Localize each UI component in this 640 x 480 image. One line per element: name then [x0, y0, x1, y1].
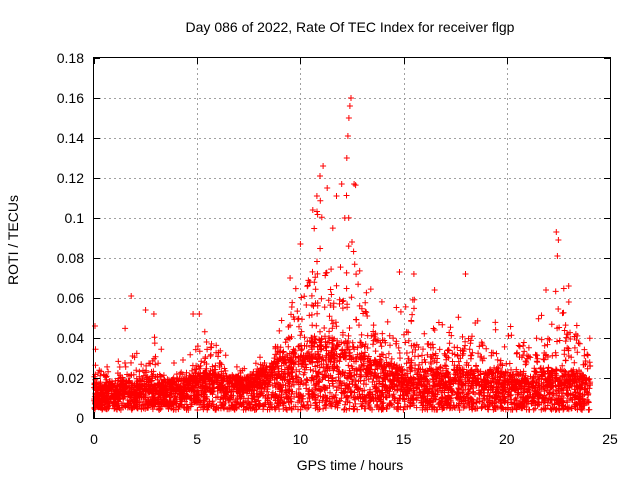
roti-point-markers: [91, 95, 594, 413]
x-tick-label: 15: [396, 431, 412, 447]
y-tick-label: 0.04: [57, 330, 84, 346]
y-tick-label: 0: [76, 410, 84, 426]
x-tick-label: 10: [293, 431, 309, 447]
y-axis-ticks: 0 0.02 0.04 0.06 0.08 0.1 0.12 0.14 0.16 0.18: [57, 50, 610, 426]
y-tick-label: 0.02: [57, 370, 84, 386]
x-axis-ticks: 0 5 10 15 20 25: [90, 58, 618, 447]
x-tick-label: 0: [90, 431, 98, 447]
y-tick-label: 0.16: [57, 90, 84, 106]
chart-title: Day 086 of 2022, Rate Of TEC Index for r…: [186, 19, 515, 35]
x-axis-label: GPS time / hours: [297, 457, 404, 473]
y-tick-label: 0.06: [57, 290, 84, 306]
x-tick-label: 25: [602, 431, 618, 447]
y-tick-label: 0.12: [57, 170, 84, 186]
y-tick-label: 0.1: [65, 210, 85, 226]
x-tick-label: 5: [193, 431, 201, 447]
y-tick-label: 0.08: [57, 250, 84, 266]
y-tick-label: 0.18: [57, 50, 84, 66]
y-axis-label: ROTI / TECUs: [5, 195, 21, 285]
y-tick-label: 0.14: [57, 130, 84, 146]
x-tick-label: 20: [499, 431, 515, 447]
plot-frame: [93, 57, 611, 419]
data-points: [91, 95, 594, 413]
